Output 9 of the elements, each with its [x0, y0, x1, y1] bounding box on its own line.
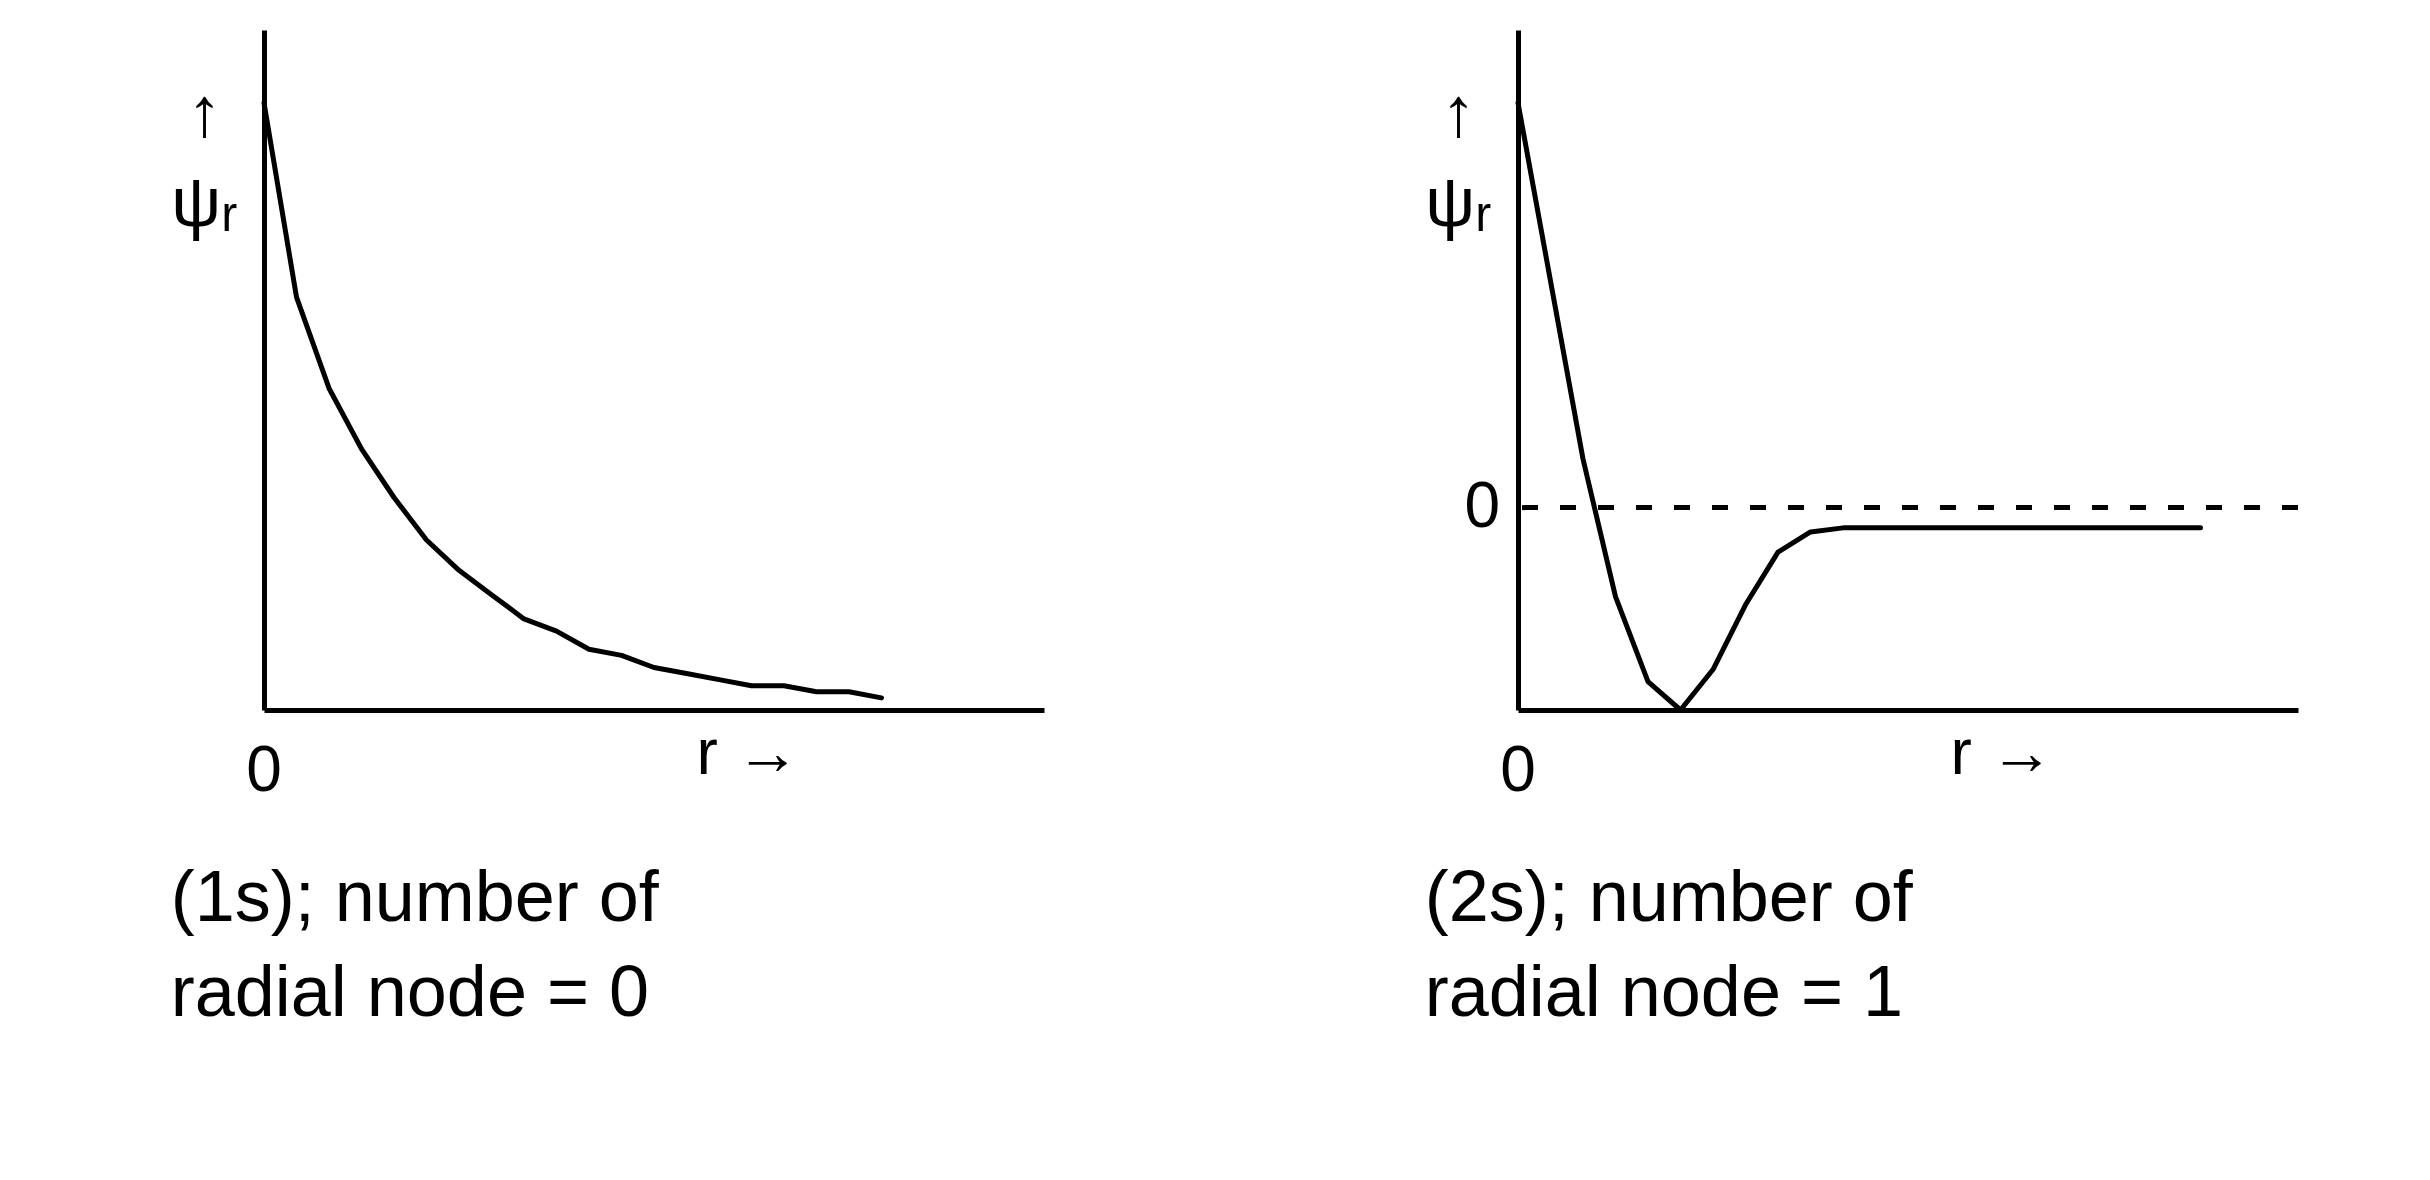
y-axis-title: ↑ ψᵣ	[171, 72, 238, 241]
x-axis-title: r →	[696, 715, 800, 788]
text: (2s); number of radial node = 1	[1424, 856, 1914, 1031]
text: 0	[1500, 733, 1536, 805]
text: 0	[246, 733, 282, 805]
y-axis-title: ↑ ψᵣ	[1425, 72, 1492, 241]
text: (1s); number of radial node = 0	[170, 856, 660, 1031]
ref-line-label: 0	[1464, 468, 1500, 541]
x-axis-title: r →	[1950, 715, 2054, 788]
